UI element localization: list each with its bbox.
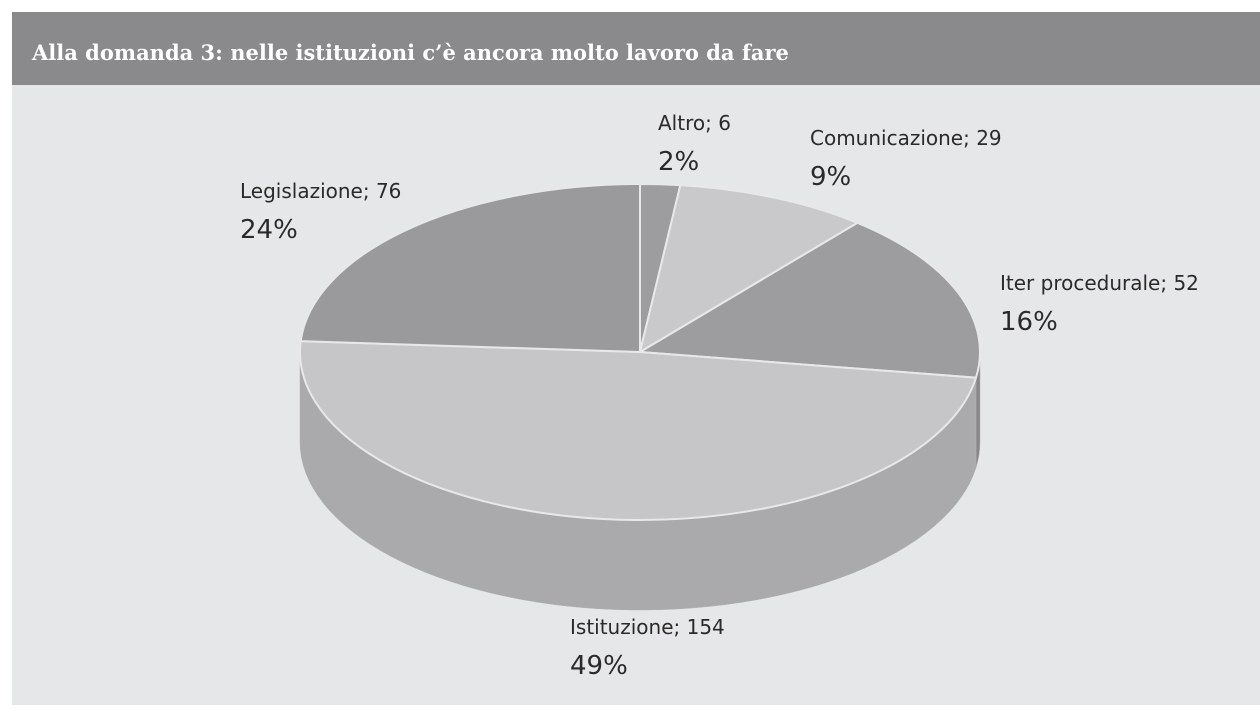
data-label: Istituzione; 154 <box>570 615 725 639</box>
slice <box>636 221 981 379</box>
chart-title: Alla domanda 3: nelle istituzioni c’è an… <box>32 40 789 65</box>
slice <box>299 182 641 354</box>
percent-label: 2% <box>658 147 699 177</box>
data-label: Altro; 6 <box>658 111 731 135</box>
data-label: Iter procedurale; 52 <box>1000 271 1199 295</box>
slice <box>638 184 860 355</box>
data-label: Comunicazione; 29 <box>810 126 1002 150</box>
percent-label: 9% <box>810 162 851 192</box>
percent-label: 49% <box>570 651 628 681</box>
data-label: Legislazione; 76 <box>240 179 401 203</box>
slice <box>299 340 978 521</box>
header-bar: Alla domanda 3: nelle istituzioni c’è an… <box>12 12 1260 85</box>
percent-label: 24% <box>240 215 298 245</box>
percent-label: 16% <box>1000 307 1058 337</box>
